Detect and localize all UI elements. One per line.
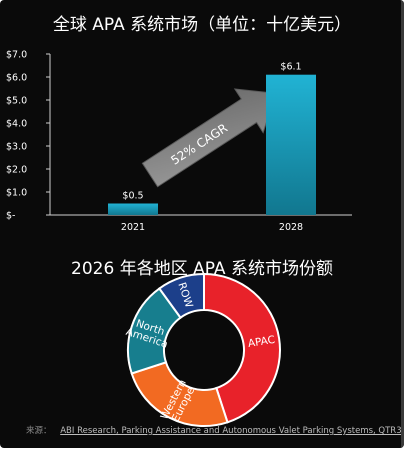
donut-chart-title: 2026 年各地区 APA 系统市场份额 <box>71 259 333 279</box>
donut-slice-western-europe <box>130 361 229 427</box>
y-tick-label: $4.0 <box>6 119 27 130</box>
y-tick-label: $3.0 <box>6 142 27 153</box>
bar-chart: $-$1.0$2.0$3.0$4.0$5.0$6.0$7.052% CAGR$0… <box>6 50 352 233</box>
y-tick-label: $1.0 <box>6 188 27 199</box>
x-tick-label: 2021 <box>121 222 145 233</box>
donut-slice-row <box>157 272 205 320</box>
donut-label: APAC <box>247 334 276 350</box>
y-tick-label: $5.0 <box>6 96 27 107</box>
bar-value-label: $0.5 <box>122 191 143 202</box>
donut-slice-apac <box>203 272 281 424</box>
source-label: 来源： <box>26 426 52 436</box>
source-note: 来源： ABI Research, Parking Assistance and… <box>26 424 404 436</box>
y-tick-label: $- <box>6 211 15 222</box>
source-link[interactable]: ABI Research, Parking Assistance and Aut… <box>60 426 404 436</box>
bar-chart-title: 全球 APA 系统市场（单位：十亿美元） <box>52 15 352 35</box>
bar-2021 <box>108 203 158 215</box>
y-tick-label: $2.0 <box>6 165 27 176</box>
y-tick-label: $7.0 <box>6 50 27 61</box>
y-tick-label: $6.0 <box>6 73 27 84</box>
bar-value-label: $6.1 <box>280 62 301 73</box>
x-tick-label: 2028 <box>279 222 303 233</box>
bar-2028 <box>266 74 316 215</box>
